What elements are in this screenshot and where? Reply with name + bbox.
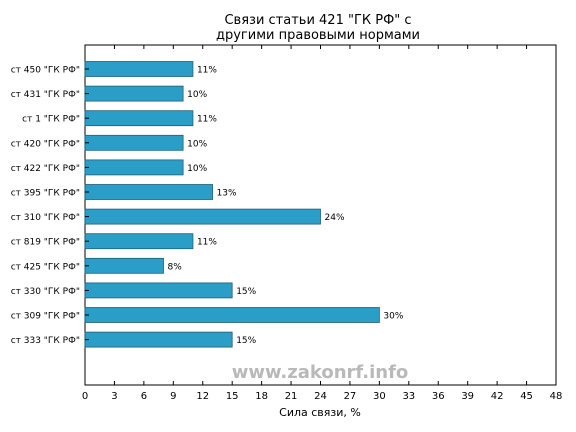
bar-value-label: 10% [187, 90, 207, 100]
chart-title-line-2: другими правовыми нормами [216, 28, 420, 43]
bar-value-label: 15% [236, 287, 256, 297]
x-tick-label: 12 [196, 391, 209, 402]
bar [84, 159, 184, 176]
x-axis-label: Сила связи, % [279, 406, 361, 419]
bar-value-label: 30% [383, 312, 403, 322]
category-label: ст 309 "ГК РФ" [11, 312, 80, 322]
bar [84, 257, 164, 274]
x-tick-label: 18 [255, 391, 268, 402]
bar [84, 331, 233, 348]
x-tick-label: 0 [82, 391, 88, 402]
bar-value-label: 10% [187, 139, 207, 149]
bar-value-label: 10% [187, 164, 207, 174]
x-tick-label: 48 [550, 391, 563, 402]
category-label: ст 819 "ГК РФ" [11, 238, 80, 248]
x-tick-label: 24 [314, 391, 327, 402]
x-tick-label: 39 [461, 391, 474, 402]
bar [84, 61, 194, 77]
category-label: ст 310 "ГК РФ" [11, 213, 80, 223]
x-tick-label: 36 [432, 391, 445, 402]
category-label: ст 1 "ГК РФ" [22, 115, 80, 125]
bar-value-label: 8% [168, 262, 183, 272]
bar-value-label: 11% [197, 238, 217, 248]
bar [84, 307, 380, 323]
watermark-text: www.zakonrf.info [232, 362, 409, 383]
bar-value-label: 11% [197, 115, 217, 125]
bar [84, 282, 233, 299]
x-tick-label: 27 [344, 391, 357, 402]
category-label: ст 422 "ГК РФ" [11, 164, 80, 174]
category-label: ст 333 "ГК РФ" [11, 336, 80, 346]
y-axis: ст 450 "ГК РФ" ст 431 "ГК РФ" ст 1 "ГК РФ"… [11, 66, 89, 346]
x-tick-label: 3 [111, 391, 117, 402]
bar [84, 233, 194, 250]
x-axis: 0 3 6 9 12 15 18 21 24 27 30 33 36 39 42 45 48 [82, 45, 563, 402]
bar-value-label: 13% [217, 189, 237, 199]
bar [84, 208, 321, 225]
bar [84, 184, 213, 200]
bar [84, 110, 194, 127]
category-label: ст 330 "ГК РФ" [11, 287, 80, 297]
bar [84, 85, 184, 102]
x-tick-label: 33 [402, 391, 415, 402]
bar-value-label: 15% [236, 336, 256, 346]
x-tick-label: 42 [491, 391, 504, 402]
category-label: ст 450 "ГК РФ" [11, 66, 80, 76]
x-tick-label: 15 [226, 391, 239, 402]
bar [84, 134, 184, 151]
chart-title-line-1: Связи статьи 421 "ГК РФ" с [224, 13, 411, 28]
category-label: ст 395 "ГК РФ" [11, 189, 80, 199]
bar-value-label: 11% [197, 66, 217, 76]
x-tick-label: 21 [285, 391, 298, 402]
category-label: ст 425 "ГК РФ" [11, 262, 80, 272]
x-tick-label: 30 [373, 391, 386, 402]
x-tick-label: 6 [141, 391, 147, 402]
category-label: ст 420 "ГК РФ" [11, 139, 80, 149]
bars-group: 11% 10% 11% 10% 10% 13% 24% 11% 8% 15% 30% 15% [84, 61, 404, 348]
category-label: ст 431 "ГК РФ" [11, 90, 80, 100]
x-tick-label: 9 [170, 391, 176, 402]
bar-value-label: 24% [325, 213, 345, 223]
x-tick-label: 45 [520, 391, 533, 402]
